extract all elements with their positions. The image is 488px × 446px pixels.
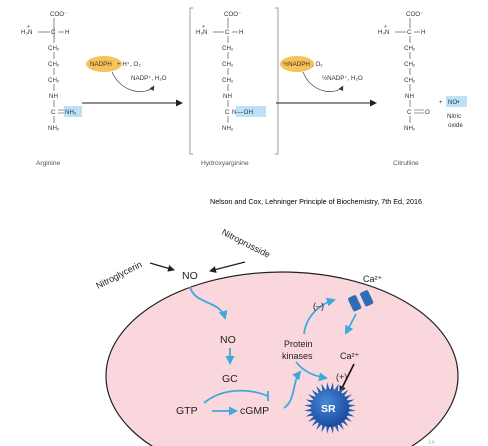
nitroglycerin-arrow <box>149 262 175 272</box>
smooth-muscle-cell <box>105 271 459 446</box>
ca-outside-label: Ca²⁺ <box>363 274 383 284</box>
step2-products: ½NADP⁺, H₂O <box>322 75 363 82</box>
step1-plus-rest: + H⁺, O₂ <box>117 61 141 68</box>
arginine-c-guan: C <box>51 109 56 116</box>
citrulline-alpha-h: H <box>421 29 425 36</box>
arginine-nh: NH <box>49 93 58 100</box>
citrulline-structure: COO⁻ H₃N + C H CH₂ CH₂ CH₂ NH C O NH₂ Ci… <box>378 11 430 167</box>
arginine-ch2-2: CH₂ <box>48 61 60 68</box>
citrulline-nh2-bottom: NH₂ <box>404 125 416 132</box>
citrulline-h3n: H₃N <box>378 29 389 36</box>
no-outside-label: NO <box>182 270 198 282</box>
ca-inside-label: Ca²⁺ <box>340 351 360 361</box>
hydroxyarginine-nh2-bottom: NH₂ <box>222 125 234 132</box>
no-plus: + <box>439 99 443 106</box>
hydroxyarginine-n-oh: N—OH <box>232 109 254 116</box>
no-product-label: NO• <box>448 99 459 106</box>
hydroxyarginine-ch2-2: CH₂ <box>222 61 234 68</box>
hydroxyarginine-coo: COO⁻ <box>224 11 241 18</box>
arginine-nh2-bottom: NH₂ <box>48 125 60 132</box>
hydroxyarginine-alpha-h: H <box>239 29 243 36</box>
step2-cofactors: ½NADPH , O₂ ½NADP⁺, H₂O <box>276 56 377 107</box>
citrulline-o: O <box>425 109 430 116</box>
hydroxyarginine-plus: + <box>202 24 205 30</box>
citrulline-ch2-2: CH₂ <box>404 61 416 68</box>
calcium-channel <box>348 290 374 312</box>
hydroxyarginine-nh: NH <box>223 93 232 100</box>
reaction-scheme: COO⁻ H₃N + C H CH₂ CH₂ CH₂ NH C NH₂ NH₂ … <box>21 7 467 167</box>
step1-nadph: NADPH <box>90 61 112 68</box>
arginine-plus: + <box>27 24 30 30</box>
oxide-label: oxide <box>448 122 463 129</box>
hydroxyarginine-structure: COO⁻ H₃N + C H CH₂ CH₂ CH₂ NH C N—OH NH₂… <box>189 7 279 167</box>
nh2-highlight-box <box>64 106 82 117</box>
n-oh-highlight-box <box>236 106 266 117</box>
arginine-alpha-h: H <box>65 29 69 36</box>
cgmp-label: cGMP <box>240 405 269 417</box>
arginine-coo: COO⁻ <box>50 11 67 18</box>
gtp-label: GTP <box>176 405 198 417</box>
arginine-structure: COO⁻ H₃N + C H CH₂ CH₂ CH₂ NH C NH₂ NH₂ … <box>21 11 82 167</box>
hydroxyarginine-h3n: H₃N <box>196 29 207 36</box>
step2-nadph: ½NADPH <box>283 61 310 68</box>
citation-text: Nelson and Cox, Lehninger Principle of B… <box>210 197 422 206</box>
citrulline-alpha-c: C <box>407 29 412 36</box>
nitric-oxide-product: + NO• Nitric oxide <box>439 96 467 129</box>
sr-label: SR <box>321 403 336 415</box>
step2-plus-rest: , O₂ <box>312 61 323 68</box>
step1-products: NADP⁺, H₂O <box>131 75 167 82</box>
nitroprusside-label: Nitroprusside <box>220 227 272 260</box>
ca-influx-arrow <box>345 313 357 335</box>
hydroxyarginine-ch2-1: CH₂ <box>222 45 234 52</box>
hydroxyarginine-c-guan: C <box>225 109 230 116</box>
citrulline-c-guan: C <box>407 109 412 116</box>
citrulline-plus: + <box>384 24 387 30</box>
arginine-h3n: H₃N <box>21 29 32 36</box>
minus-inhibition-label: (–) <box>313 301 324 311</box>
arginine-ch2-1: CH₂ <box>48 45 60 52</box>
sarcoplasmic-reticulum: SR <box>304 382 356 434</box>
nitroglycerin-label: Nitroglycerin <box>94 259 143 291</box>
gc-label: GC <box>222 373 238 385</box>
arginine-nh2-highlight: NH₂ <box>65 109 77 116</box>
ca-uptake-arrow <box>339 363 355 393</box>
citrulline-nh: NH <box>405 93 414 100</box>
hydroxyarginine-name: Hydroxyarginine <box>201 160 249 167</box>
citrulline-ch2-1: CH₂ <box>404 45 416 52</box>
no-diffusion-arrow <box>189 286 228 320</box>
nadph-ellipse-2 <box>280 56 314 72</box>
plus-activation-label: (+) <box>336 372 347 382</box>
cgmp-to-pk-arrow <box>283 370 302 409</box>
step1-cofactors: NADPH + H⁺, O₂ NADP⁺, H₂O <box>82 56 183 107</box>
no-highlight-box <box>446 96 467 107</box>
arginine-name: Arginine <box>36 160 61 167</box>
arginine-ch2-3: CH₂ <box>48 77 60 84</box>
arginine-alpha-c: C <box>51 29 56 36</box>
gc-catalysis-curve <box>203 389 269 404</box>
pk-to-sr-arrow <box>295 361 328 382</box>
no-inside-label: NO <box>220 334 236 346</box>
no-signaling-pathway: Nitroglycerin Nitroprusside NO NO GC GTP… <box>94 227 459 446</box>
citrulline-name: Citrulline <box>393 160 419 167</box>
nadph-ellipse-1 <box>86 56 122 72</box>
hydroxyarginine-alpha-c: C <box>225 29 230 36</box>
pk-to-channel-arrow <box>303 297 336 335</box>
citrulline-ch2-3: CH₂ <box>404 77 416 84</box>
page-number: 14 <box>428 440 435 446</box>
kinases-label: kinases <box>282 351 313 361</box>
protein-label: Protein <box>284 339 313 349</box>
sr-core <box>311 389 349 427</box>
citrulline-coo: COO⁻ <box>406 11 423 18</box>
hydroxyarginine-ch2-3: CH₂ <box>222 77 234 84</box>
nitric-label: Nitric <box>447 113 461 120</box>
nitroprusside-arrow <box>209 261 246 273</box>
